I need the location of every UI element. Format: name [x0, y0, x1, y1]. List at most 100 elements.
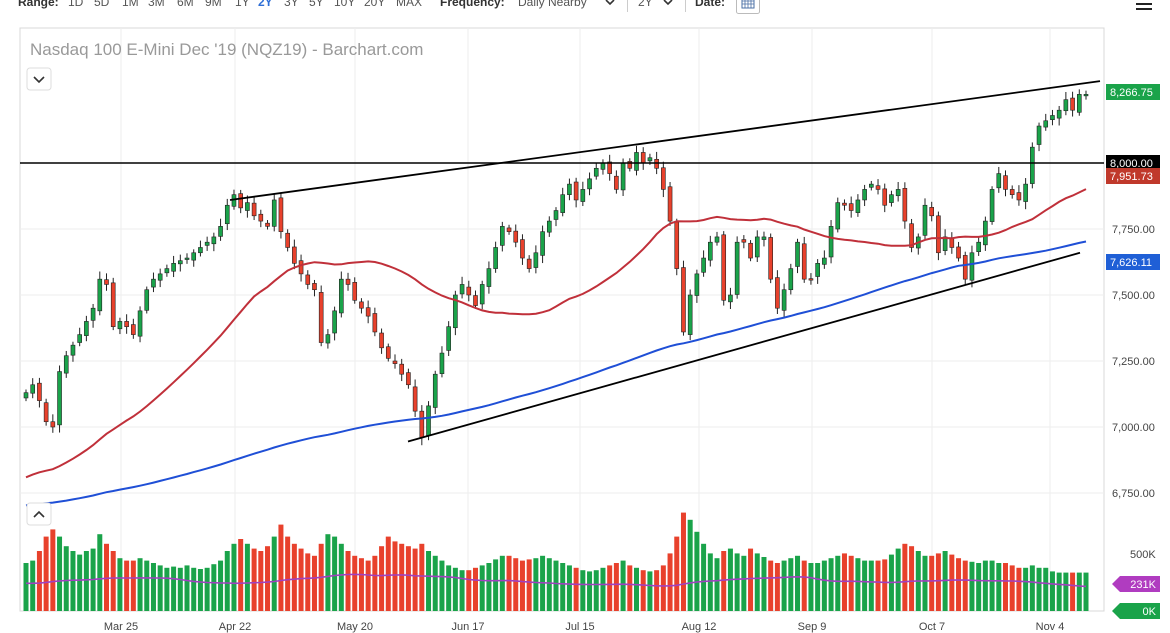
- range-6m[interactable]: 6M: [177, 0, 194, 9]
- collapse-toggle[interactable]: [26, 67, 52, 91]
- volume-bar: [399, 543, 405, 611]
- candle-body: [661, 167, 666, 190]
- candle-body: [681, 267, 686, 333]
- volume-bar: [50, 529, 56, 611]
- range-max[interactable]: MAX: [396, 0, 423, 9]
- volume-bar: [57, 536, 63, 611]
- hamburger-menu-icon[interactable]: [1136, 0, 1152, 12]
- candle-body: [265, 222, 270, 227]
- volume-tag-label: 0K: [1143, 606, 1157, 618]
- candle-body: [983, 220, 988, 246]
- candle-body: [385, 346, 391, 359]
- candle-body: [560, 194, 566, 213]
- chevron-down-icon[interactable]: [604, 0, 616, 8]
- y-tick-label: 6,750.00: [1112, 488, 1155, 500]
- candle-body: [1043, 120, 1049, 128]
- range-1y[interactable]: 1Y: [235, 0, 250, 9]
- range-3y[interactable]: 3Y: [284, 0, 299, 9]
- candle-body: [258, 213, 264, 222]
- volume-bar: [271, 536, 277, 611]
- range-5d[interactable]: 5D: [94, 0, 110, 9]
- candle-body: [352, 282, 358, 301]
- candle-body: [862, 189, 867, 201]
- volume-bar: [311, 555, 317, 611]
- volume-bar: [1049, 571, 1055, 611]
- candle-body: [808, 278, 814, 281]
- volume-bar: [305, 553, 311, 611]
- candle-body: [204, 241, 210, 246]
- volume-bar: [426, 551, 432, 611]
- volume-bar: [560, 563, 566, 611]
- candle-body: [553, 210, 559, 220]
- candle-body: [412, 386, 418, 412]
- calendar-icon[interactable]: [736, 0, 760, 14]
- volume-bar: [607, 565, 613, 611]
- range-2y[interactable]: 2Y: [258, 0, 273, 9]
- volume-bar: [1043, 567, 1049, 611]
- period-select[interactable]: 2Y: [638, 0, 653, 9]
- candle-body: [909, 223, 914, 248]
- range-1d[interactable]: 1D: [68, 0, 84, 9]
- candle-body: [815, 263, 820, 277]
- volume-bar: [701, 543, 707, 611]
- candle-body: [453, 294, 458, 329]
- candle-body: [795, 241, 800, 267]
- candle-body: [1076, 94, 1082, 113]
- volume-bar: [36, 551, 42, 611]
- volume-bar: [43, 536, 49, 611]
- volume-bar: [372, 555, 378, 611]
- candle-body: [580, 189, 586, 202]
- volume-bar: [734, 553, 740, 611]
- candle-body: [399, 363, 404, 375]
- candle-body: [191, 252, 197, 261]
- price-tag-label: 8,266.75: [1110, 87, 1153, 99]
- volume-bar: [144, 560, 150, 611]
- volume-bar: [882, 559, 888, 611]
- volume-bar: [77, 554, 83, 611]
- volume-bar: [157, 565, 163, 611]
- candle-body: [345, 278, 351, 285]
- candle-body: [996, 173, 1002, 189]
- range-5y[interactable]: 5Y: [309, 0, 324, 9]
- volume-bar: [680, 512, 686, 611]
- candle-body: [486, 268, 492, 287]
- candle-body: [828, 226, 834, 258]
- candle-body: [842, 202, 847, 206]
- chevron-down-icon[interactable]: [662, 0, 674, 8]
- candle-body: [922, 204, 928, 236]
- volume-bar: [150, 563, 156, 611]
- volume-bar: [922, 555, 928, 611]
- candle-body: [600, 162, 606, 170]
- volume-bar: [358, 558, 364, 611]
- price-tag: [1106, 84, 1160, 100]
- range-10y[interactable]: 10Y: [334, 0, 356, 9]
- candle-body: [822, 257, 827, 265]
- candle-body: [97, 278, 103, 312]
- volume-bar: [868, 560, 874, 611]
- volume-bar: [137, 558, 143, 611]
- volume-bar: [721, 551, 727, 611]
- volume-bar: [982, 560, 988, 611]
- volume-bar: [996, 563, 1002, 611]
- candle-body: [218, 226, 223, 237]
- candle-body: [667, 186, 673, 222]
- axis-labels: 8,000.00 7,750.00 7,500.00 7,250.00 7,000.00…: [104, 84, 1160, 633]
- chevron-down-icon[interactable]: [33, 76, 45, 84]
- candle-body: [674, 221, 680, 269]
- candle-body: [184, 257, 190, 260]
- range-3m[interactable]: 3M: [148, 0, 165, 9]
- candle-body: [1009, 189, 1015, 195]
- range-9m[interactable]: 9M: [205, 0, 222, 9]
- range-20y[interactable]: 20Y: [364, 0, 386, 9]
- frequency-select[interactable]: Daily Nearby: [518, 0, 587, 9]
- volume-toggle[interactable]: [26, 502, 52, 526]
- candle-body: [627, 161, 633, 169]
- candle-body: [432, 373, 438, 408]
- candle-body: [607, 161, 612, 174]
- chevron-up-icon[interactable]: [33, 510, 45, 518]
- volume-bar: [1056, 572, 1062, 611]
- range-1m[interactable]: 1M: [122, 0, 139, 9]
- x-tick-label: Nov 4: [1036, 621, 1065, 633]
- candle-body: [493, 247, 498, 269]
